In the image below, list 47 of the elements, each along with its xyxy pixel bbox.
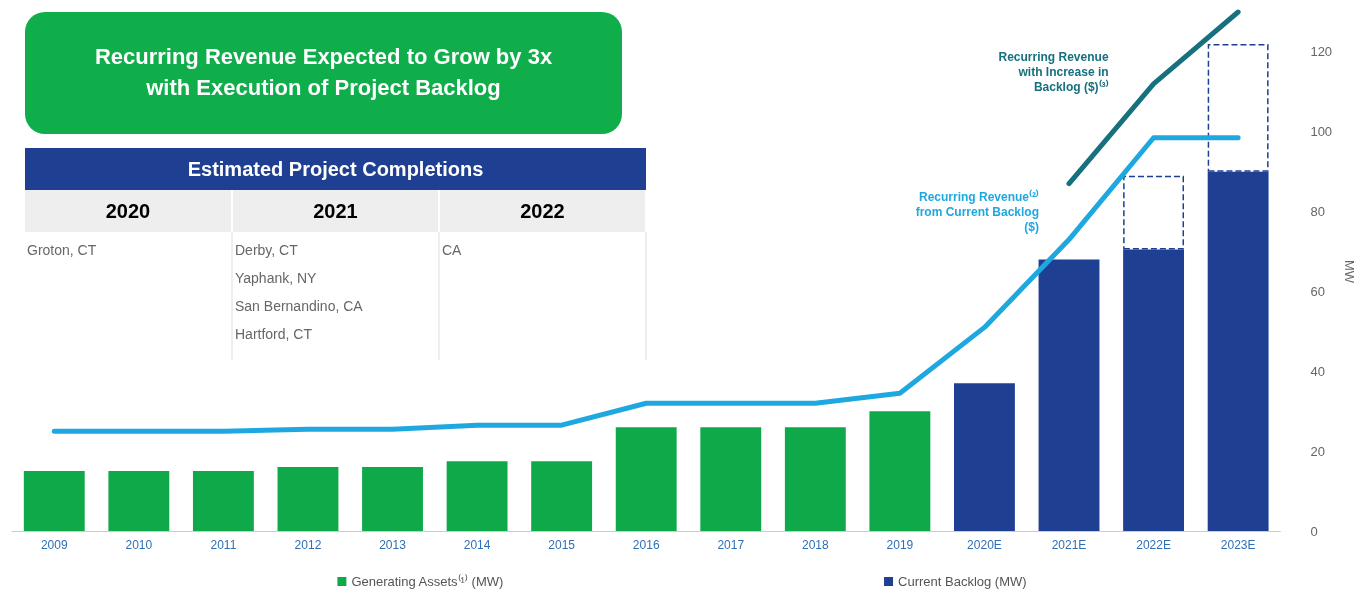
bar (108, 471, 170, 531)
text: Estimated Project Completions (25, 148, 646, 190)
bar (192, 471, 254, 531)
y-tick-label: 80 (1310, 204, 1325, 220)
y-tick-label: 40 (1310, 363, 1325, 379)
y-tick-label: 120 (1310, 44, 1333, 60)
x-tick-label: 2021E (1051, 538, 1087, 552)
legend-label: Generating Assets⁽¹⁾ (MW) (351, 574, 504, 589)
x-tick-label: 2010 (125, 538, 153, 552)
bar (869, 411, 931, 531)
x-tick-label: 2020E (967, 538, 1002, 552)
bar (362, 467, 423, 531)
text: Recurring Revenue⁽²⁾ from Current Backlog ($) (915, 188, 1040, 234)
bar (277, 467, 339, 531)
x-tick-label: 2015 (548, 538, 576, 552)
annotation: CA (439, 232, 646, 360)
x-tick-label: 2023E (1220, 538, 1256, 552)
category-label: 2020 (25, 190, 232, 232)
y-tick-label: 60 (1310, 283, 1325, 299)
bar (784, 427, 846, 531)
legend-label: Current Backlog (MW) (898, 574, 1027, 589)
x-tick-label: 2018 (801, 538, 829, 552)
x-tick-label: 2011 (210, 538, 237, 552)
text: Recurring Revenue with Increase in Backlog ($)⁽³⁾ (998, 49, 1109, 94)
y-tick-label: 0 (1310, 523, 1318, 539)
y-tick-label: 100 (1310, 124, 1333, 140)
x-tick-label: 2019 (886, 538, 914, 552)
y-tick-label: 20 (1310, 443, 1325, 459)
bar (700, 427, 762, 531)
bar (1038, 259, 1100, 531)
x-tick-label: 2014 (463, 538, 491, 552)
x-tick-label: 2009 (40, 538, 68, 552)
bar (954, 383, 1015, 531)
annotation: Groton, CT (25, 232, 232, 360)
y-axis-title: MW (1342, 259, 1357, 284)
annotation: Derby, CT Yaphank, NY San Bernandino, CA Hartford, CT (232, 232, 439, 360)
bar (615, 427, 677, 531)
x-tick-label: 2012 (294, 538, 322, 552)
bar (531, 461, 593, 531)
category-label: 2021 (232, 190, 439, 232)
x-tick-label: 2013 (379, 538, 407, 552)
category-label: 2022 (439, 190, 646, 232)
bar (446, 461, 508, 531)
bar (23, 471, 85, 531)
x-tick-label: 2022E (1136, 538, 1171, 552)
x-tick-label: 2017 (717, 538, 745, 552)
x-tick-label: 2016 (632, 538, 660, 552)
